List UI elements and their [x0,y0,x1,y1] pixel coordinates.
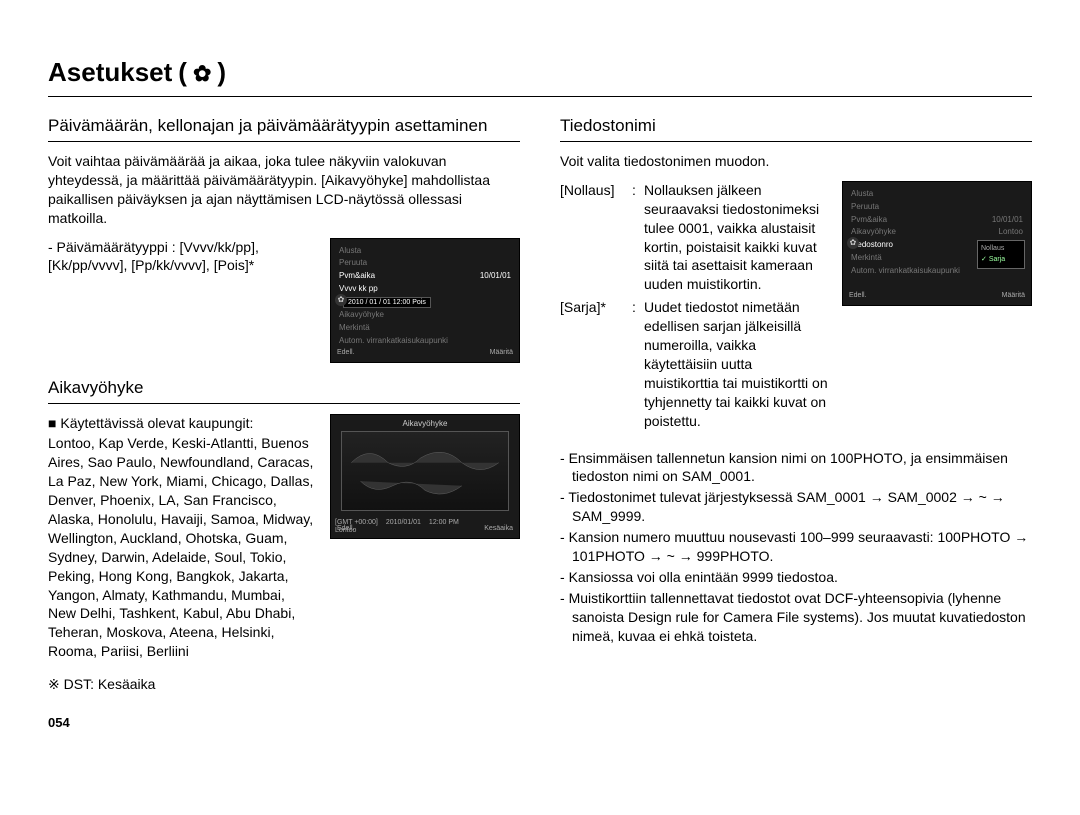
menu-item: Autom. virrankatkaisukaupunki [339,335,511,348]
cities-list: Lontoo, Kap Verde, Keski-Atlantti, Bueno… [48,434,316,661]
menu-item: Alusta [339,245,511,258]
right-column: Tiedostonimi Voit valita tiedostonimen m… [560,107,1032,731]
menu-item: Alusta [851,188,1023,201]
menu-item: Peruuta [851,201,1023,214]
bullet: Tiedostonimet tulevat järjestyksessä SAM… [560,488,1032,526]
dst-note: ※ DST: Kesäaika [48,675,520,694]
menu-value-selected: 2010 / 01 / 01 12:00 Pois [343,297,431,308]
footer-back: Edell. [337,524,355,533]
menu-item: Aikavyöhyke [339,309,511,322]
close-paren: ) [217,55,226,90]
menu-item: Pvm&aika 10/01/01 [339,270,511,283]
screenshot-date-menu: ✿ Alusta Peruuta Pvm&aika 10/01/01 Vvvv … [330,238,520,363]
filenumber-popup: Nollaus ✓ Sarja [977,240,1025,269]
menu-label: Vvvv kk pp [339,284,378,293]
section-filename-title: Tiedostonimi [560,115,1032,142]
filename-definitions: [Nollaus] : Nollauksen jälkeen seuraavak… [560,181,828,435]
menu-value: 10/01/01 [480,271,511,282]
timezone-text: ■ Käytettävissä olevat kaupungit: Lontoo… [48,414,316,662]
popup-option-nollaus: Nollaus [981,243,1021,254]
section-date-para: Voit vaihtaa päivämäärää ja aikaa, joka … [48,152,520,228]
def-term-sarja: [Sarja]* [560,298,632,430]
menu-label: Aikavyöhyke [851,227,896,236]
gear-icon: ✿ [193,59,211,89]
gear-icon: ✿ [847,237,859,249]
map-title: Aikavyöhyke [339,419,511,430]
menu-item: Pvm&aika 10/01/01 [851,214,1023,227]
page-title: Asetukset ( ✿ ) [48,55,1032,97]
screenshot-timezone-map: Aikavyöhyke Lontoo [GMT +00:00] 2010/01/… [330,414,520,539]
section-timezone-title: Aikavyöhyke [48,377,520,404]
footer-back: Edell. [849,291,867,300]
cities-label: Käytettävissä olevat kaupungit: [60,415,253,431]
menu-value: 10/01/01 [992,215,1023,226]
footer-set: Määritä [490,348,513,357]
section-filename-para: Voit valita tiedostonimen muodon. [560,152,1032,171]
menu-item: Aikavyöhyke Lontoo [851,226,1023,239]
menu-item: Peruuta [339,257,511,270]
world-map [341,431,509,511]
def-term-nollaus: [Nollaus] [560,181,632,294]
screenshot-filenumber-menu: ✿ Alusta Peruuta Pvm&aika 10/01/01 Aikav… [842,181,1032,306]
def-nollaus: Nollauksen jälkeen seuraavaksi tiedoston… [644,181,828,294]
def-sep: : [632,298,644,430]
filename-bullets: Ensimmäisen tallennetun kansion nimi on … [560,449,1032,646]
footer-set: Määritä [1002,291,1025,300]
bullet: Kansion numero muuttuu nousevasti 100–99… [560,528,1032,566]
gear-icon: ✿ [335,294,347,306]
menu-item: 2010 / 01 / 01 12:00 Pois [339,296,511,309]
page-number: 054 [48,714,520,732]
section-date-title: Päivämäärän, kellonajan ja päivämäärätyy… [48,115,520,142]
bullet: Kansiossa voi olla enintään 9999 tiedost… [560,568,1032,587]
date-type-label: - Päivämäärätyyppi : [48,239,176,255]
bullet: Muistikorttiin tallennettavat tiedostot … [560,589,1032,646]
menu-label: Pvm&aika [851,215,887,224]
def-sep: : [632,181,644,294]
footer-dst: Kesäaika [484,524,513,533]
title-text: Asetukset [48,55,172,90]
menu-label: Pvm&aika [339,271,375,280]
open-paren: ( [178,55,187,90]
date-type-text: - Päivämäärätyyppi : [Vvvv/kk/pp], [Kk/p… [48,238,316,276]
menu-item: Merkintä [339,322,511,335]
popup-option-sarja: ✓ Sarja [981,254,1021,265]
popup-option-label: Sarja [989,256,1005,263]
menu-item: Vvvv kk pp [339,283,511,296]
footer-back: Edell. [337,348,355,357]
def-sarja: Uudet tiedostot nimetään edellisen sarja… [644,298,828,430]
menu-value: Lontoo [999,227,1023,238]
left-column: Päivämäärän, kellonajan ja päivämäärätyy… [48,107,520,731]
bullet: Ensimmäisen tallennetun kansion nimi on … [560,449,1032,487]
